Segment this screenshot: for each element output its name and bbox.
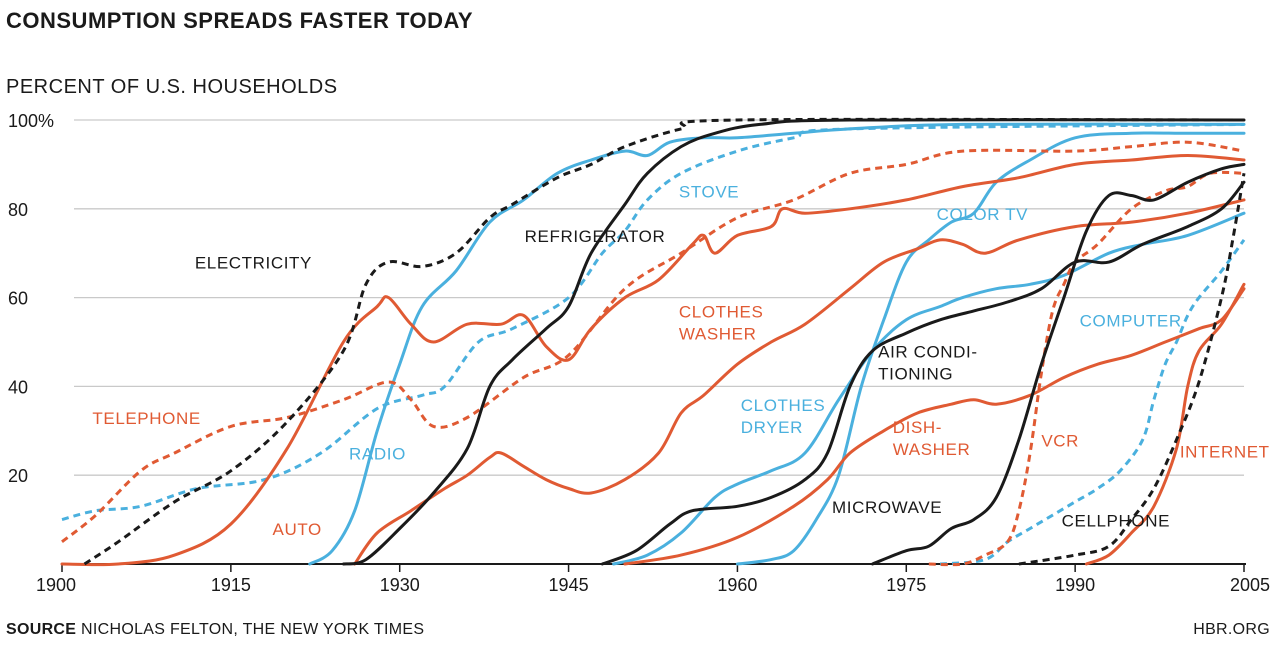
series-line-internet <box>1084 282 1246 566</box>
x-tick-label-1960: 1960 <box>717 575 757 595</box>
series-label-clothes-washer: CLOTHES WASHER <box>679 303 764 344</box>
source-note: SOURCE NICHOLAS FELTON, THE NEW YORK TIM… <box>6 621 424 639</box>
x-tick-label-1930: 1930 <box>380 575 420 595</box>
series-line-radio <box>308 122 1246 566</box>
series-label-stove: STOVE <box>679 183 739 202</box>
y-tick-label-100: 100% <box>8 111 54 131</box>
series-label-clothes-dryer: CLOTHES DRYER <box>741 396 826 437</box>
series-line-telephone <box>61 140 1245 543</box>
series-label-internet: INTERNET <box>1180 442 1270 461</box>
y-axis-label: PERCENT OF U.S. HOUSEHOLDS <box>6 76 338 98</box>
x-tick-label-1900: 1900 <box>36 575 76 595</box>
series-label-radio: RADIO <box>349 445 406 464</box>
source-key: SOURCE <box>6 621 77 638</box>
chart-title: CONSUMPTION SPREADS FASTER TODAY <box>6 8 474 33</box>
x-axis-ticks: 1900 1915 1930 1945 1960 1975 1990 2005 <box>36 564 1270 595</box>
site-credit: HBR.ORG <box>1193 621 1270 638</box>
series-label-vcr: VCR <box>1041 431 1079 450</box>
series-line-refrigerator <box>341 118 1246 566</box>
y-tick-label-20: 20 <box>8 466 28 486</box>
grid-lines <box>62 119 1246 565</box>
series-label-telephone: TELEPHONE <box>92 409 200 428</box>
y-tick-label-60: 60 <box>8 289 28 309</box>
series-line-clothes-washer <box>353 198 1246 566</box>
series-label-cellphone: CELLPHONE <box>1062 511 1170 530</box>
series-line-auto <box>60 154 1246 567</box>
series-line-computer <box>939 239 1246 566</box>
series-labels: ELECTRICITY TELEPHONE AUTO RADIO STOVE REFRIG… <box>92 183 1269 539</box>
series-line-electricity <box>83 117 1245 566</box>
series-line-cellphone <box>1018 173 1246 566</box>
y-axis-ticks: 20 40 60 80 100% <box>8 111 54 486</box>
x-tick-label-1915: 1915 <box>211 575 251 595</box>
x-tick-label-1975: 1975 <box>886 575 926 595</box>
series-line-stove <box>61 122 1245 522</box>
series-line-clothes-dryer <box>612 211 1246 566</box>
series-line-dish-washer <box>623 287 1246 566</box>
series-label-computer: COMPUTER <box>1080 311 1182 330</box>
series-line-air-conditioning <box>600 180 1246 566</box>
series-label-refrigerator: REFRIGERATOR <box>525 227 666 246</box>
series-label-color-tv: COLOR TV <box>937 205 1028 224</box>
series-line-microwave <box>871 162 1246 566</box>
y-tick-label-40: 40 <box>8 377 28 397</box>
series-label-dish-washer: DISH-WASHER <box>893 418 971 459</box>
source-text: NICHOLAS FELTON, THE NEW YORK TIMES <box>81 621 425 638</box>
series-label-electricity: ELECTRICITY <box>195 254 312 273</box>
series-lines <box>60 117 1246 567</box>
series-label-auto: AUTO <box>273 520 322 539</box>
x-tick-label-1945: 1945 <box>549 575 589 595</box>
series-line-color-tv <box>735 131 1246 566</box>
y-tick-label-80: 80 <box>8 200 28 220</box>
x-tick-label-1990: 1990 <box>1055 575 1095 595</box>
x-tick-label-2005: 2005 <box>1230 575 1270 595</box>
series-label-microwave: MICROWAVE <box>832 498 942 517</box>
series-label-air-conditioning: AIR CONDI-TIONING <box>878 343 978 384</box>
